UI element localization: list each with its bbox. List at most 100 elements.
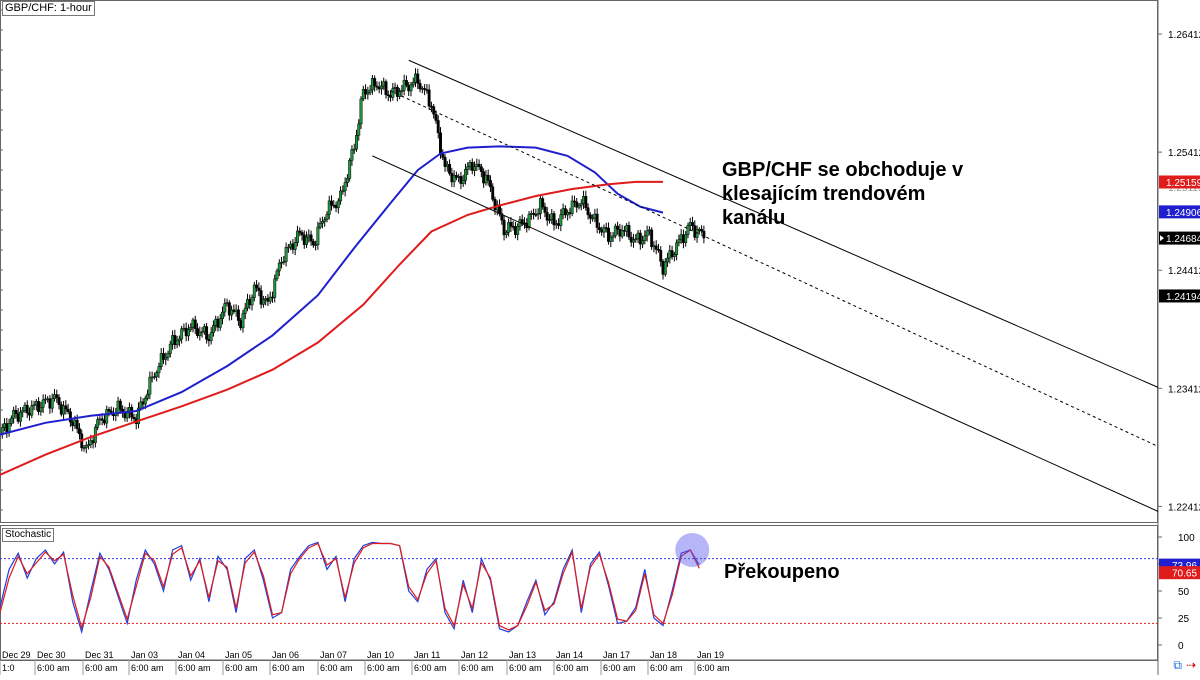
candle-body <box>570 200 574 214</box>
scroll-right-icon[interactable]: ⇢ <box>1185 658 1196 672</box>
candle-body <box>275 270 279 280</box>
candle-body <box>64 405 68 410</box>
candle-body <box>295 230 299 243</box>
candle-body <box>368 89 372 93</box>
candle-body <box>459 176 463 184</box>
candle-body <box>400 89 404 92</box>
x-date-label: Jan 14 <box>556 650 583 660</box>
candle-body <box>221 311 224 319</box>
candles-group <box>0 68 706 454</box>
candle-body <box>243 307 247 314</box>
candle-body <box>348 159 352 179</box>
candle-body <box>436 120 440 134</box>
x-time-label: 6:00 am <box>320 663 353 673</box>
candle-body <box>9 417 13 424</box>
candle-body <box>341 190 345 193</box>
candle-body <box>336 200 340 209</box>
candle-body <box>148 376 152 395</box>
x-time-label: 6:00 am <box>556 663 589 673</box>
channel-line <box>372 155 1159 512</box>
candle-body <box>634 238 638 241</box>
candle-body <box>391 88 395 98</box>
candle-body <box>595 213 599 228</box>
y-tick-label: 1.25412 <box>1168 148 1200 159</box>
price-tag-label: 1.24194 <box>1166 292 1200 303</box>
price-tag-label: 1.25159 <box>1166 178 1200 189</box>
candle-body <box>84 444 88 448</box>
candle-body <box>691 222 694 226</box>
candle-body <box>491 186 495 200</box>
candle-body <box>343 182 347 192</box>
candle-body <box>284 247 288 262</box>
candle-body <box>173 335 177 346</box>
candle-body <box>87 444 91 446</box>
link-icon[interactable]: ⧉ <box>1173 658 1182 672</box>
candle-body <box>25 404 29 414</box>
candle-body <box>486 174 490 181</box>
oscillator-label: Stochastic <box>2 528 55 542</box>
candle-body <box>650 229 654 248</box>
candle-body <box>416 73 420 84</box>
candle-body <box>380 85 383 90</box>
candle-body <box>82 447 86 449</box>
x-date-label: Jan 05 <box>225 650 252 660</box>
candle-body <box>541 198 545 208</box>
candle-body <box>548 219 551 221</box>
candle-body <box>323 219 327 222</box>
candle-body <box>230 309 234 316</box>
candle-body <box>78 428 81 435</box>
symbol-label: GBP/CHF: 1-hour <box>2 1 95 16</box>
x-time-label: 6:00 am <box>461 663 494 673</box>
candle-body <box>579 203 583 206</box>
candle-body <box>41 399 45 408</box>
candle-body <box>677 239 681 244</box>
stochastic-line <box>0 541 700 635</box>
y-tick-label: 1.26412 <box>1168 30 1200 41</box>
candle-body <box>57 397 61 405</box>
candle-body <box>350 149 354 161</box>
candle-body <box>311 240 315 246</box>
candle-body <box>320 221 324 224</box>
candle-body <box>409 84 413 92</box>
candle-body <box>432 106 436 115</box>
candle-body <box>198 331 202 336</box>
candle-body <box>545 212 549 221</box>
candle-body <box>609 236 613 242</box>
candle-body <box>464 169 467 181</box>
chart-toolbar-icons[interactable]: ⧉ ⇢ <box>1173 658 1196 673</box>
candle-body <box>255 284 259 289</box>
candle-body <box>105 409 109 424</box>
candle-body <box>257 287 261 291</box>
y-tick-label: 1.24412 <box>1168 266 1200 277</box>
candle-body <box>657 249 660 251</box>
x-date-label: Jan 07 <box>320 650 347 660</box>
osc-tick-label: 50 <box>1178 587 1190 598</box>
candle-body <box>166 353 170 358</box>
candle-body <box>316 226 320 245</box>
candle-body <box>152 376 156 378</box>
candle-body <box>597 227 601 230</box>
candle-body <box>164 356 168 360</box>
x-date-label: Dec 29 <box>2 650 31 660</box>
x-date-label: Jan 10 <box>367 650 394 660</box>
main-panel-frame <box>0 0 1158 523</box>
candle-body <box>536 213 540 216</box>
candle-body <box>209 332 213 342</box>
candle-body <box>66 408 70 412</box>
candle-body <box>162 353 165 360</box>
x-date-label: Dec 31 <box>85 650 114 660</box>
candle-body <box>282 261 286 263</box>
price-tag-label: 1.24684 <box>1166 234 1200 245</box>
x-date-label: Jan 03 <box>131 650 158 660</box>
candle-body <box>434 113 438 121</box>
candle-body <box>670 250 674 257</box>
osc-tick-label: 100 <box>1178 533 1195 544</box>
candle-body <box>193 319 197 329</box>
candle-body <box>563 208 567 216</box>
candle-body <box>12 410 16 419</box>
candle-body <box>62 405 66 415</box>
candle-body <box>223 303 227 313</box>
candle-body <box>502 219 506 236</box>
candle-body <box>470 162 474 171</box>
candle-body <box>211 325 215 333</box>
